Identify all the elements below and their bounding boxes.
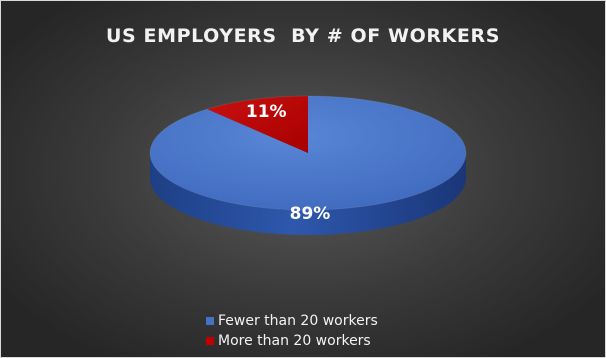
legend-item: Fewer than 20 workers: [206, 311, 378, 331]
legend-label-more: More than 20 workers: [218, 333, 371, 349]
data-label-fewer-than-20: 89%: [290, 204, 331, 224]
pie-side-wall: [150, 153, 466, 235]
legend-item: More than 20 workers: [206, 331, 378, 351]
chart-legend: Fewer than 20 workers More than 20 worke…: [206, 311, 378, 351]
data-label-more-than-20: 11%: [246, 102, 287, 122]
chart-title: US EMPLOYERS BY # OF WORKERS: [106, 25, 500, 47]
legend-swatch-fewer: [206, 317, 214, 325]
pie-top-rim: [149, 95, 467, 211]
legend-swatch-more: [206, 337, 214, 345]
legend-label-fewer: Fewer than 20 workers: [218, 313, 378, 329]
pie-slice-more-than-20: [207, 96, 308, 153]
